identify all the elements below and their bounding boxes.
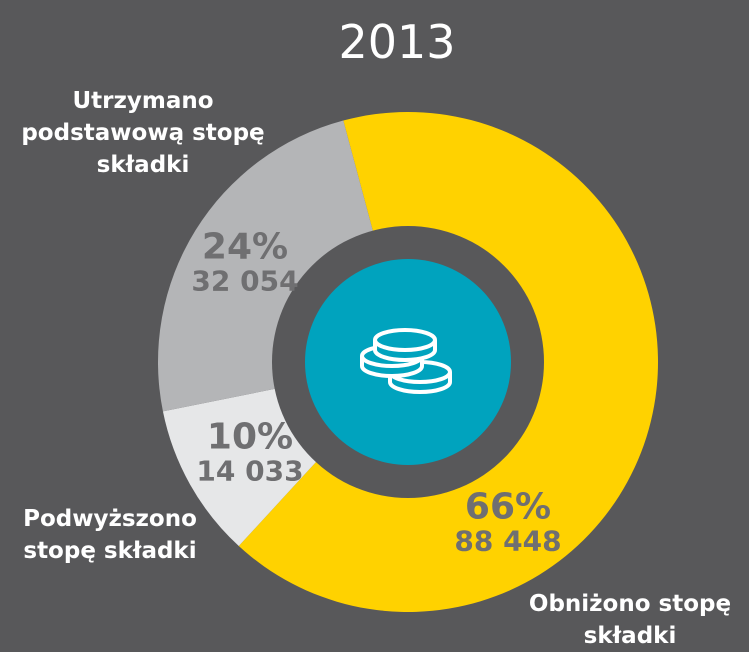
slice-label: 66% 88 448 bbox=[454, 488, 561, 555]
chart-title: 2013 bbox=[338, 15, 456, 69]
category-label: Utrzymano podstawową stopę składki bbox=[21, 88, 265, 178]
percent-label: 24% bbox=[201, 226, 289, 268]
count-label: 32 054 bbox=[191, 264, 299, 298]
slice-label: 10% 14 033 bbox=[196, 418, 303, 485]
percent-label: 66% bbox=[464, 486, 552, 528]
category-label: Podwyższono stopę składki bbox=[23, 506, 197, 564]
count-label: 88 448 bbox=[454, 524, 562, 558]
count-label: 14 033 bbox=[196, 454, 304, 488]
category-label: Obniżono stopę składki bbox=[528, 591, 732, 649]
slice-label: 24% 32 054 bbox=[191, 228, 298, 295]
coin-icon bbox=[373, 328, 437, 352]
percent-label: 10% bbox=[206, 416, 294, 458]
